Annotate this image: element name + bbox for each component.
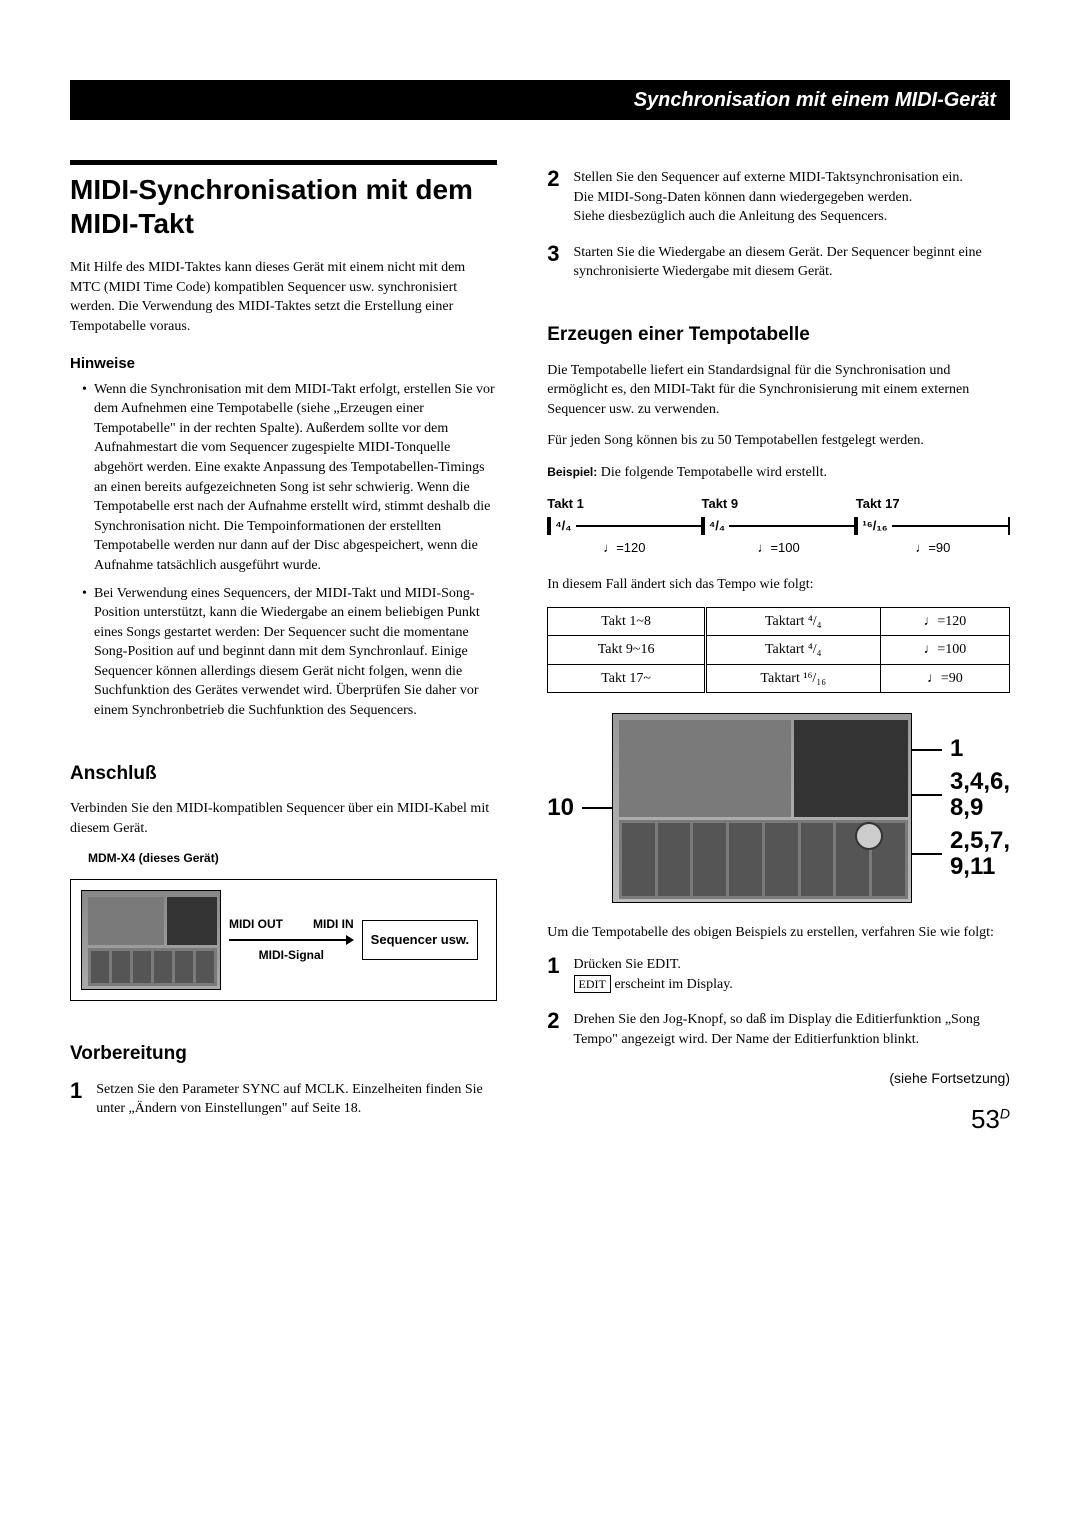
step-number: 1 <box>547 955 559 994</box>
device-label: MDM-X4 (dieses Gerät) <box>88 850 497 867</box>
time-sig: ¹⁶/₁₆ <box>862 517 887 535</box>
device-icon <box>81 890 221 990</box>
page-number: 53D <box>547 1101 1010 1137</box>
main-heading: MIDI-Synchronisation mit dem MIDI-Takt <box>70 160 497 240</box>
tempo-heading: Erzeugen einer Tempotabelle <box>547 322 1010 349</box>
step-item: 1 Drücken Sie EDIT. EDIT erscheint im Di… <box>547 955 1010 994</box>
hinweise-list: Wenn die Synchronisation mit dem MIDI-Ta… <box>70 380 497 721</box>
callout-number: 1 <box>950 736 963 762</box>
table-cell: ♩=100 <box>880 636 1009 665</box>
time-sig: ⁴/₄ <box>555 517 571 535</box>
tempo-table: Takt 1~8 Taktart ⁴/₄ ♩=120 Takt 9~16 Tak… <box>547 607 1010 694</box>
step-number: 2 <box>547 1010 559 1049</box>
hinweis-item: Bei Verwendung eines Sequencers, der MID… <box>82 584 497 721</box>
takt-label: Takt 9 <box>702 495 856 513</box>
table-row: Takt 1~8 Taktart ⁴/₄ ♩=120 <box>548 607 1010 636</box>
table-row: Takt 17~ Taktart ¹⁶/₁₆ ♩=90 <box>548 664 1010 693</box>
tempo-value: ♩=100 <box>702 539 856 557</box>
callout-number: 3,4,6, 8,9 <box>950 769 1010 822</box>
vorbereitung-heading: Vorbereitung <box>70 1041 497 1068</box>
step-text: Stellen Sie den Sequencer auf externe MI… <box>574 168 1011 227</box>
step-item: 2 Stellen Sie den Sequencer auf externe … <box>547 168 1010 227</box>
step-text: Starten Sie die Wiedergabe an diesem Ger… <box>574 243 1011 282</box>
table-cell: Takt 17~ <box>548 664 706 693</box>
beispiel-line: Beispiel: Die folgende Tempotabelle wird… <box>547 463 1010 483</box>
hinweise-heading: Hinweise <box>70 353 497 374</box>
anschluss-text: Verbinden Sie den MIDI-kompatiblen Seque… <box>70 799 497 838</box>
table-row: Takt 9~16 Taktart ⁴/₄ ♩=100 <box>548 636 1010 665</box>
table-cell: ♩=90 <box>880 664 1009 693</box>
table-cell: Takt 1~8 <box>548 607 706 636</box>
midi-in-label: MIDI IN <box>313 916 354 933</box>
tempo-para: Die Tempotabelle liefert ein Standardsig… <box>547 361 1010 420</box>
beispiel-label: Beispiel: <box>547 465 597 479</box>
tempo-diagram: Takt 1 Takt 9 Takt 17 ⁴/₄ ⁴/₄ ¹⁶/₁₆ ♩=12… <box>547 495 1010 558</box>
continued-label: (siehe Fortsetzung) <box>547 1069 1010 1089</box>
step-number: 1 <box>70 1080 82 1119</box>
step-number: 3 <box>547 243 559 282</box>
connection-diagram: MIDI OUT MIDI IN MIDI-Signal Sequencer u… <box>70 879 497 1001</box>
tempo-value: ♩=90 <box>856 539 1010 557</box>
device-large-icon <box>612 713 912 903</box>
takt-label: Takt 17 <box>856 495 1010 513</box>
step-item: 1 Setzen Sie den Parameter SYNC auf MCLK… <box>70 1080 497 1119</box>
table-cell: Taktart ⁴/₄ <box>705 607 880 636</box>
device-callout-diagram: 10 1 3,4,6, 8,9 2,5,7, 9,11 <box>547 713 1010 903</box>
step-text: Drehen Sie den Jog-Knopf, so daß im Disp… <box>574 1010 1011 1049</box>
step-text: Drücken Sie EDIT. <box>574 957 681 972</box>
hinweis-item: Wenn die Synchronisation mit dem MIDI-Ta… <box>82 380 497 576</box>
table-cell: Taktart ¹⁶/₁₆ <box>705 664 880 693</box>
page-number-value: 53 <box>971 1104 1000 1134</box>
callout-number: 2,5,7, 9,11 <box>950 828 1010 881</box>
takt-label: Takt 1 <box>547 495 701 513</box>
table-cell: Takt 9~16 <box>548 636 706 665</box>
step-number: 2 <box>547 168 559 227</box>
step-text: erscheint im Display. <box>614 977 732 992</box>
anschluss-heading: Anschluß <box>70 761 497 788</box>
page-number-suffix: D <box>1000 1105 1010 1121</box>
step-item: 2 Drehen Sie den Jog-Knopf, so daß im Di… <box>547 1010 1010 1049</box>
beispiel-text: Die folgende Tempotabelle wird erstellt. <box>601 465 827 480</box>
edit-box-label: EDIT <box>574 975 611 994</box>
tempo-para: Für jeden Song können bis zu 50 Tempotab… <box>547 431 1010 451</box>
time-sig: ⁴/₄ <box>709 517 725 535</box>
step-item: 3 Starten Sie die Wiedergabe an diesem G… <box>547 243 1010 282</box>
callout-number: 10 <box>547 795 574 821</box>
midi-out-label: MIDI OUT <box>229 916 283 933</box>
table-intro: In diesem Fall ändert sich das Tempo wie… <box>547 575 1010 595</box>
create-intro: Um die Tempotabelle des obigen Beispiels… <box>547 923 1010 943</box>
intro-text: Mit Hilfe des MIDI-Taktes kann dieses Ge… <box>70 258 497 336</box>
left-column: MIDI-Synchronisation mit dem MIDI-Takt M… <box>70 160 497 1137</box>
section-header-bar: Synchronisation mit einem MIDI-Gerät <box>70 80 1010 120</box>
tempo-value: ♩=120 <box>547 539 701 557</box>
table-cell: Taktart ⁴/₄ <box>705 636 880 665</box>
right-column: 2 Stellen Sie den Sequencer auf externe … <box>547 160 1010 1137</box>
midi-signal-label: MIDI-Signal <box>259 947 324 964</box>
sequencer-box: Sequencer usw. <box>362 920 479 960</box>
table-cell: ♩=120 <box>880 607 1009 636</box>
step-text: Setzen Sie den Parameter SYNC auf MCLK. … <box>96 1080 497 1119</box>
